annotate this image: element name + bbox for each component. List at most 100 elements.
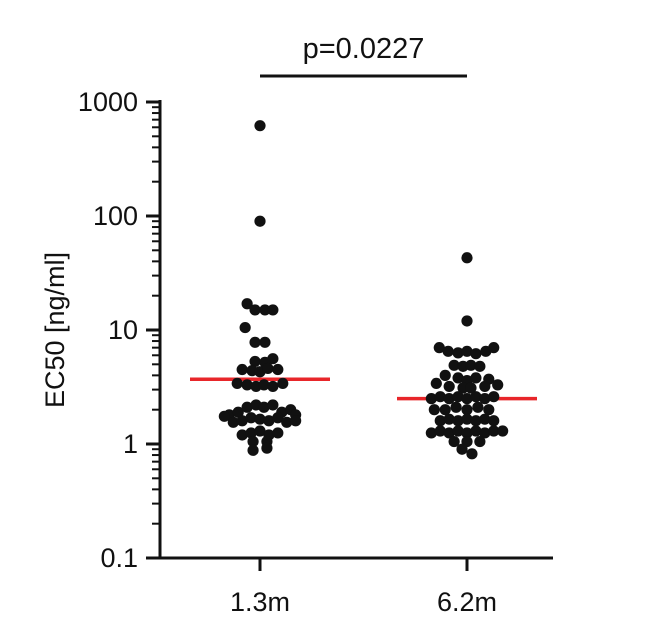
data-point bbox=[470, 372, 482, 384]
x-tick-label: 6.2m bbox=[437, 587, 497, 617]
data-point bbox=[249, 336, 261, 348]
data-point bbox=[267, 304, 279, 316]
data-point bbox=[227, 416, 239, 428]
data-point bbox=[239, 321, 251, 334]
data-point bbox=[461, 345, 473, 357]
data-point bbox=[258, 379, 270, 391]
y-tick-label: 1000 bbox=[78, 87, 138, 117]
data-point bbox=[254, 425, 266, 437]
y-axis: 0.1 1 10 100 1000 bbox=[78, 87, 162, 573]
data-point bbox=[452, 347, 464, 359]
data-point bbox=[461, 252, 473, 264]
data-point bbox=[470, 425, 482, 437]
data-point bbox=[442, 345, 454, 357]
data-point bbox=[457, 382, 469, 394]
data-point bbox=[425, 427, 437, 439]
data-points bbox=[218, 120, 509, 460]
y-axis-title: EC50 [ng/ml] bbox=[40, 252, 70, 408]
y-tick-label: 100 bbox=[93, 201, 138, 231]
data-point bbox=[461, 427, 473, 439]
data-point bbox=[465, 359, 477, 371]
data-point bbox=[461, 393, 473, 405]
data-point bbox=[492, 379, 504, 391]
data-point bbox=[247, 444, 259, 456]
data-point bbox=[443, 413, 455, 425]
data-point bbox=[241, 298, 253, 310]
data-point bbox=[433, 342, 445, 354]
y-tick-label: 1 bbox=[123, 429, 138, 459]
data-point bbox=[267, 399, 279, 411]
data-point bbox=[452, 391, 464, 403]
data-point bbox=[439, 404, 451, 416]
data-point bbox=[258, 401, 270, 413]
data-point bbox=[479, 380, 491, 393]
data-point bbox=[259, 336, 271, 348]
data-point bbox=[236, 415, 248, 427]
data-point bbox=[249, 304, 261, 316]
data-point bbox=[480, 345, 492, 357]
data-point bbox=[254, 215, 266, 227]
data-point bbox=[249, 355, 261, 368]
data-point bbox=[236, 363, 248, 376]
data-point bbox=[262, 362, 274, 375]
data-point bbox=[450, 401, 462, 413]
data-point bbox=[434, 391, 446, 403]
data-point bbox=[267, 380, 279, 393]
data-point bbox=[448, 359, 460, 371]
data-point bbox=[434, 425, 446, 437]
x-tick-label: 1.3m bbox=[230, 587, 290, 617]
data-point bbox=[425, 393, 437, 405]
data-point bbox=[461, 404, 473, 416]
data-point bbox=[443, 393, 455, 405]
data-point bbox=[232, 406, 244, 418]
data-point bbox=[430, 377, 442, 390]
data-point bbox=[236, 429, 248, 441]
data-point bbox=[245, 427, 257, 439]
data-point bbox=[452, 372, 464, 384]
data-point bbox=[254, 120, 266, 132]
data-point bbox=[272, 427, 284, 439]
data-point bbox=[218, 410, 230, 422]
data-point bbox=[479, 393, 491, 405]
x-axis: 1.3m 6.2m bbox=[160, 556, 553, 617]
data-point bbox=[470, 415, 482, 427]
data-point bbox=[231, 377, 243, 390]
data-point bbox=[281, 416, 293, 428]
data-point bbox=[443, 427, 455, 439]
data-point bbox=[479, 413, 491, 425]
data-point bbox=[452, 415, 464, 427]
y-tick-label: 10 bbox=[108, 315, 138, 345]
p-value-label: p=0.0227 bbox=[303, 33, 425, 65]
data-point bbox=[254, 413, 266, 425]
data-point bbox=[488, 425, 500, 437]
data-point bbox=[472, 401, 484, 413]
data-point bbox=[448, 435, 460, 448]
data-point bbox=[461, 413, 473, 425]
significance-annotation: p=0.0227 bbox=[260, 33, 467, 78]
data-point bbox=[479, 427, 491, 439]
data-point bbox=[261, 442, 273, 454]
data-point bbox=[272, 363, 284, 376]
data-point bbox=[290, 415, 302, 427]
data-point bbox=[434, 415, 446, 427]
data-point bbox=[241, 401, 253, 413]
data-point bbox=[428, 404, 440, 416]
data-point bbox=[465, 382, 477, 394]
data-point bbox=[466, 448, 478, 460]
data-point bbox=[470, 391, 482, 403]
data-point bbox=[245, 412, 257, 424]
data-point bbox=[247, 435, 259, 448]
data-point bbox=[488, 391, 500, 403]
data-point bbox=[241, 379, 253, 391]
data-point bbox=[461, 315, 473, 327]
data-point bbox=[263, 415, 275, 427]
data-point bbox=[277, 377, 289, 390]
data-point bbox=[439, 369, 451, 381]
data-point bbox=[452, 425, 464, 437]
data-point bbox=[272, 412, 284, 424]
data-point bbox=[456, 443, 468, 455]
data-point bbox=[259, 304, 271, 316]
data-point bbox=[474, 360, 486, 372]
y-tick-label: 0.1 bbox=[100, 543, 138, 573]
